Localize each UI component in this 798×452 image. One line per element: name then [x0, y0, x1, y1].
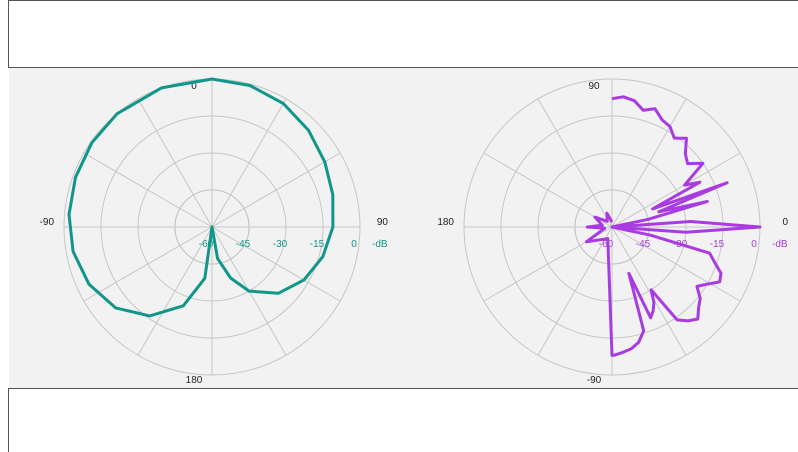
series-line — [67, 77, 335, 318]
grid-spoke — [137, 226, 213, 356]
radial-tick-label: -30 — [273, 239, 288, 250]
top-panel — [8, 0, 798, 68]
angle-label-bottom: -90 — [587, 375, 602, 386]
grid-spoke — [83, 226, 213, 302]
radial-tick-label: -60 — [199, 239, 214, 250]
radial-tick-label: 0 — [751, 239, 757, 250]
angle-label-left: 180 — [437, 217, 454, 228]
angle-label-right: 0 — [782, 217, 788, 228]
grid-spoke — [83, 152, 213, 228]
radial-tick-label: -60 — [599, 239, 614, 250]
plot-band — [9, 68, 798, 388]
angle-label-bottom: 180 — [186, 375, 203, 386]
radial-unit-label: -dB — [372, 239, 388, 250]
grid-spoke — [137, 98, 213, 228]
radial-tick-label: -15 — [310, 239, 325, 250]
radial-tick-label: -45 — [636, 239, 651, 250]
angle-label-top: 90 — [588, 81, 600, 92]
bottom-panel — [8, 388, 798, 452]
grid-spoke — [611, 226, 687, 356]
grid-spoke — [537, 226, 613, 356]
angle-label-left: -90 — [40, 217, 55, 228]
radial-unit-label: -dB — [772, 239, 788, 250]
angle-label-right: 90 — [377, 217, 389, 228]
polar-chart-1: 0 180 -90 90 -60 -45 -30 -15 0 -dB — [40, 77, 389, 386]
grid-spoke — [211, 226, 341, 302]
radial-tick-label: -15 — [710, 239, 725, 250]
series-line — [584, 95, 762, 357]
radial-tick-label: -45 — [236, 239, 251, 250]
grid-spoke — [211, 98, 287, 228]
grid-spoke — [211, 152, 341, 228]
grid-spoke — [537, 98, 613, 228]
grid-spoke — [611, 152, 741, 228]
angle-label-top: 0 — [191, 81, 197, 92]
grid-spoke — [611, 98, 687, 228]
grid-spoke — [611, 226, 741, 302]
radial-tick-label: 0 — [351, 239, 357, 250]
grid-spoke — [483, 152, 613, 228]
